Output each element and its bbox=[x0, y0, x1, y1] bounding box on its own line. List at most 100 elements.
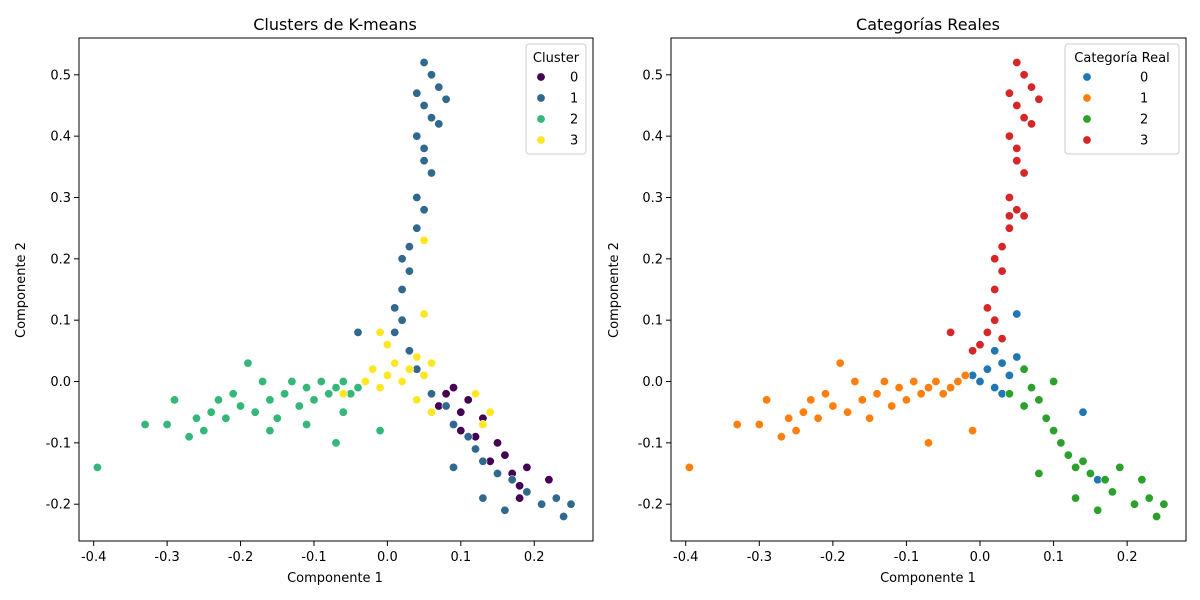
scatter-point bbox=[492, 468, 502, 478]
scatter-point bbox=[953, 376, 963, 386]
y-tick-label: 0.2 bbox=[642, 252, 663, 267]
y-tick-label: -0.2 bbox=[46, 498, 71, 513]
scatter-point bbox=[309, 395, 319, 405]
legend-marker bbox=[1082, 93, 1092, 103]
scatter-point bbox=[404, 346, 414, 356]
plot-area bbox=[670, 37, 1187, 542]
scatter-point bbox=[214, 395, 224, 405]
scatter-point bbox=[140, 419, 150, 429]
legend-entries: 0 1 2 3 bbox=[1082, 71, 1148, 149]
scatter-point bbox=[982, 303, 992, 313]
scatter-point bbox=[507, 475, 517, 485]
y-tick-label: 0.0 bbox=[50, 375, 71, 390]
legend-marker bbox=[1082, 72, 1092, 82]
scatter-point bbox=[791, 426, 801, 436]
scatter-point bbox=[872, 389, 882, 399]
scatter-point bbox=[390, 303, 400, 313]
scatter-point bbox=[1027, 383, 1037, 393]
scatter-point bbox=[813, 413, 823, 423]
scatter-point bbox=[419, 235, 429, 245]
scatter-point bbox=[1078, 456, 1088, 466]
scatter-point bbox=[1041, 413, 1051, 423]
legend-marker bbox=[536, 72, 546, 82]
scatter-point bbox=[331, 438, 341, 448]
scatter-point bbox=[1093, 505, 1103, 515]
scatter-point bbox=[419, 370, 429, 380]
scatter-point bbox=[835, 358, 845, 368]
scatter-point bbox=[916, 389, 926, 399]
scatter-point bbox=[732, 419, 742, 429]
scatter-point bbox=[199, 426, 209, 436]
scatter-point bbox=[368, 364, 378, 374]
scatter-point bbox=[441, 94, 451, 104]
x-axis-label: Componente 1 bbox=[287, 571, 383, 586]
scatter-point bbox=[968, 426, 978, 436]
x-axis-ticks: -0.4 -0.3 -0.2 -0.1 0.0 0.1 0.2 bbox=[81, 541, 545, 565]
y-tick-label: 0.4 bbox=[642, 130, 663, 145]
y-tick-label: -0.1 bbox=[46, 436, 71, 451]
x-tick-label: 0.1 bbox=[1043, 550, 1064, 565]
scatter-point bbox=[1056, 438, 1066, 448]
x-tick-label: 0.0 bbox=[970, 550, 991, 565]
scatter-point bbox=[975, 376, 985, 386]
scatter-point bbox=[879, 376, 889, 386]
y-tick-label: 0.2 bbox=[50, 252, 71, 267]
scatter-point bbox=[684, 462, 694, 472]
scatter-point bbox=[192, 413, 202, 423]
scatter-point bbox=[1049, 376, 1059, 386]
y-axis-ticks: -0.2 -0.1 0.0 0.1 0.2 0.3 0.4 0.5 bbox=[46, 68, 79, 513]
scatter-point bbox=[236, 401, 246, 411]
scatter-point bbox=[382, 370, 392, 380]
legend-box bbox=[1064, 43, 1180, 155]
scatter-point bbox=[1019, 211, 1029, 221]
scatter-point bbox=[544, 475, 554, 485]
scatter-point bbox=[1159, 499, 1169, 509]
x-tick-label: -0.2 bbox=[820, 550, 845, 565]
scatter-point bbox=[909, 376, 919, 386]
scatter-point bbox=[1012, 309, 1022, 319]
scatter-point bbox=[551, 493, 561, 503]
scatter-point bbox=[1027, 82, 1037, 92]
scatter-point bbox=[419, 309, 429, 319]
scatter-point bbox=[463, 395, 473, 405]
scatter-point bbox=[470, 389, 480, 399]
y-tick-label: 0.0 bbox=[642, 375, 663, 390]
legend-marker bbox=[536, 135, 546, 145]
scatter-point bbox=[419, 57, 429, 67]
scatter-point bbox=[397, 254, 407, 264]
scatter-point bbox=[901, 395, 911, 405]
legend-label: 0 bbox=[570, 71, 578, 86]
scatter-point bbox=[1034, 468, 1044, 478]
scatter-point bbox=[522, 462, 532, 472]
scatter-point bbox=[397, 284, 407, 294]
scatter-point bbox=[272, 413, 282, 423]
y-tick-label: 0.4 bbox=[50, 130, 71, 145]
kmeans-clusters-panel: Clusters de K-means -0.4 -0.3 -0.2 -0.1 0.0 0… bbox=[14, 15, 594, 586]
scatter-point bbox=[397, 315, 407, 325]
scatter-point bbox=[419, 143, 429, 153]
scatter-point bbox=[324, 389, 334, 399]
scatter-point bbox=[982, 327, 992, 337]
scatter-point bbox=[485, 407, 495, 417]
scatter-point bbox=[1004, 389, 1014, 399]
scatter-point bbox=[931, 376, 941, 386]
legend-label: 1 bbox=[1140, 92, 1148, 107]
scatter-point bbox=[478, 456, 488, 466]
scatter-point bbox=[316, 376, 326, 386]
scatter-point bbox=[162, 419, 172, 429]
scatter-point bbox=[470, 444, 480, 454]
scatter-point bbox=[938, 389, 948, 399]
legend-label: 1 bbox=[570, 92, 578, 107]
legend-title: Cluster bbox=[533, 51, 580, 66]
scatter-point bbox=[412, 395, 422, 405]
scatter-point bbox=[990, 346, 1000, 356]
scatter-point bbox=[1144, 493, 1154, 503]
scatter-point bbox=[492, 438, 502, 448]
scatter-point bbox=[228, 389, 238, 399]
scatter-point bbox=[1004, 88, 1014, 98]
scatter-point bbox=[1012, 352, 1022, 362]
scatter-point bbox=[353, 383, 363, 393]
y-tick-label: 0.1 bbox=[642, 314, 663, 329]
y-axis-ticks: -0.2 -0.1 0.0 0.1 0.2 0.3 0.4 0.5 bbox=[638, 68, 671, 513]
